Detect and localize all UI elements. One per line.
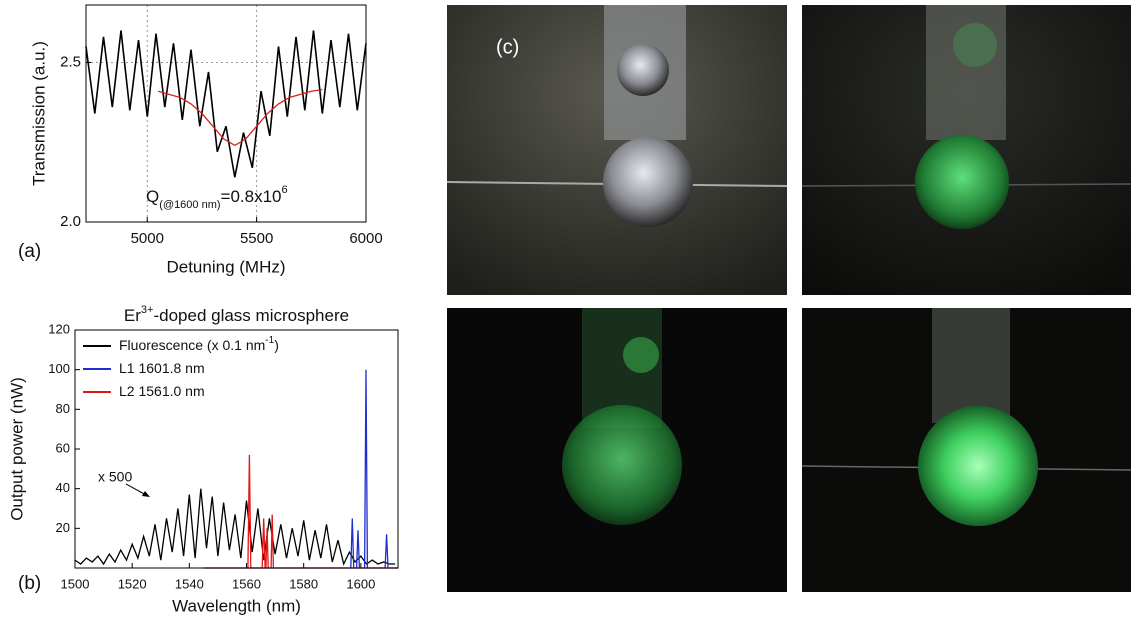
x-axis-label: Detuning (MHz) <box>166 257 285 276</box>
legend-text: ) <box>274 337 279 353</box>
photo-panel <box>801 308 1132 592</box>
plot-frame <box>85 4 367 223</box>
y-tick-label: 20 <box>56 520 70 535</box>
x-tick-label: 5000 <box>131 230 164 247</box>
y-tick-label: 60 <box>56 440 70 455</box>
title-sup: 3+ <box>141 304 154 316</box>
x-tick-label: 5500 <box>240 230 273 247</box>
y-axis-label: Transmission (a.u.) <box>29 41 48 186</box>
y-tick-label: 120 <box>48 321 70 336</box>
y-tick-label: 2.0 <box>60 213 81 230</box>
photo-panel: (c) <box>446 5 788 295</box>
legend-text: L1 1601.8 nm <box>119 360 205 376</box>
annotation: Q(@1600 nm)=0.8x106 <box>146 184 288 211</box>
y-tick-label: 100 <box>48 361 70 376</box>
annotation-sup: 6 <box>282 184 288 196</box>
x-tick-label: 1520 <box>118 576 147 591</box>
legend-sup: -1 <box>265 335 274 346</box>
photo-panel <box>801 5 1132 295</box>
photo-panel <box>447 308 787 592</box>
legend-label: L1 1601.8 nm <box>119 360 205 376</box>
plot-frame <box>74 329 399 569</box>
x-tick-label: 1540 <box>175 576 204 591</box>
panel-label: (a) <box>18 241 41 262</box>
title-text: -doped glass microsphere <box>153 306 349 325</box>
x-tick-label: 6000 <box>349 230 382 247</box>
x-tick-label: 1600 <box>346 576 375 591</box>
series-line <box>74 488 396 566</box>
annotation-arrowhead <box>142 491 150 497</box>
x-tick-label: 1580 <box>289 576 318 591</box>
annotation-text: =0.8x10 <box>221 187 282 206</box>
legend-text: L2 1561.0 nm <box>119 383 205 399</box>
series-line <box>158 88 323 147</box>
y-tick-label: 80 <box>56 401 70 416</box>
y-tick-label: 2.5 <box>60 53 81 70</box>
panel-label: (b) <box>18 573 41 594</box>
legend-label: Fluorescence (x 0.1 nm-1) <box>119 335 279 353</box>
y-tick-label: 40 <box>56 480 70 495</box>
annotation-text: Q <box>146 187 159 206</box>
legend-text: Fluorescence (x 0.1 nm <box>119 337 265 353</box>
y-axis-label: Output power (nW) <box>7 377 26 521</box>
annotation-sub: (@1600 nm) <box>159 199 220 211</box>
legend-label: L2 1561.0 nm <box>119 383 205 399</box>
x-axis-label: Wavelength (nm) <box>172 596 301 615</box>
x-tick-label: 1560 <box>232 576 261 591</box>
title-text: Er <box>124 306 141 325</box>
chart-title: Er3+-doped glass microsphere <box>124 304 349 326</box>
series-line <box>203 454 398 569</box>
x-tick-label: 1500 <box>61 576 90 591</box>
panel-label: (c) <box>496 36 519 58</box>
series-line <box>85 30 367 178</box>
annotation: x 500 <box>98 469 132 485</box>
